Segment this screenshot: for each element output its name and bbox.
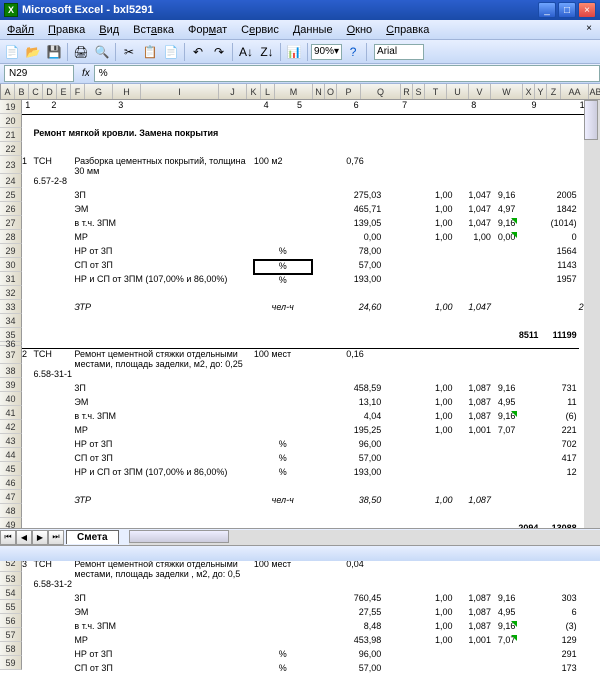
sheet-tab[interactable]: Смета bbox=[66, 530, 119, 544]
vertical-scrollbar[interactable] bbox=[584, 100, 600, 528]
paste-icon[interactable]: 📄 bbox=[161, 42, 181, 62]
menu-insert[interactable]: Вставка bbox=[126, 22, 181, 38]
print-icon[interactable]: 🖨 bbox=[71, 42, 91, 62]
open-icon[interactable]: 📂 bbox=[23, 42, 43, 62]
window-title: Microsoft Excel - bxl5291 bbox=[22, 4, 153, 16]
new-icon[interactable]: 📄 bbox=[2, 42, 22, 62]
tab-nav-prev[interactable]: ◀ bbox=[16, 530, 32, 545]
formula-bar: N29 fx % bbox=[0, 64, 600, 84]
menu-view[interactable]: Вид bbox=[92, 22, 126, 38]
undo-icon[interactable]: ↶ bbox=[188, 42, 208, 62]
close-button[interactable]: × bbox=[578, 2, 596, 18]
spreadsheet-grid[interactable]: ABCDEFGHIJKLMNOPQRSTUVWXYZAAABAC 1920212… bbox=[0, 84, 600, 677]
cells-area[interactable]: 1234567891011Ремонт мягкой кровли. Замен… bbox=[22, 100, 600, 677]
name-box[interactable]: N29 bbox=[4, 65, 74, 82]
column-headers[interactable]: ABCDEFGHIJKLMNOPQRSTUVWXYZAAABAC bbox=[1, 84, 600, 100]
horizontal-scrollbar[interactable] bbox=[129, 530, 600, 545]
sort-asc-icon[interactable]: A↓ bbox=[236, 42, 256, 62]
formula-input[interactable]: % bbox=[94, 65, 600, 82]
cut-icon[interactable]: ✂ bbox=[119, 42, 139, 62]
status-bar bbox=[0, 545, 600, 561]
toolbar: 📄 📂 💾 🖨 🔍 ✂ 📋 📄 ↶ ↷ A↓ Z↓ 📊 90% ▾ ? Aria… bbox=[0, 40, 600, 64]
sheet-tabs-bar: ⏮ ◀ ▶ ⏭ Смета bbox=[0, 528, 600, 545]
redo-icon[interactable]: ↷ bbox=[209, 42, 229, 62]
zoom-box[interactable]: 90% ▾ bbox=[311, 44, 342, 60]
excel-icon: X bbox=[4, 3, 18, 17]
tab-nav-first[interactable]: ⏮ bbox=[0, 530, 16, 545]
maximize-button[interactable]: □ bbox=[558, 2, 576, 18]
doc-close-button[interactable]: × bbox=[582, 23, 596, 37]
preview-icon[interactable]: 🔍 bbox=[92, 42, 112, 62]
menu-data[interactable]: Данные bbox=[286, 22, 340, 38]
menu-window[interactable]: Окно bbox=[340, 22, 380, 38]
tab-nav-next[interactable]: ▶ bbox=[32, 530, 48, 545]
minimize-button[interactable]: _ bbox=[538, 2, 556, 18]
row-headers[interactable]: 1920212223242526272829303132333435363738… bbox=[0, 100, 22, 677]
menu-file[interactable]: Файл bbox=[0, 22, 41, 38]
fx-label[interactable]: fx bbox=[82, 68, 90, 79]
menu-edit[interactable]: Правка bbox=[41, 22, 92, 38]
menu-tools[interactable]: Сервис bbox=[234, 22, 286, 38]
menu-help[interactable]: Справка bbox=[379, 22, 436, 38]
menu-format[interactable]: Формат bbox=[181, 22, 234, 38]
tab-nav-last[interactable]: ⏭ bbox=[48, 530, 64, 545]
save-icon[interactable]: 💾 bbox=[44, 42, 64, 62]
chart-icon[interactable]: 📊 bbox=[284, 42, 304, 62]
title-bar: X Microsoft Excel - bxl5291 _ □ × bbox=[0, 0, 600, 20]
menu-bar: Файл Правка Вид Вставка Формат Сервис Да… bbox=[0, 20, 600, 40]
sort-desc-icon[interactable]: Z↓ bbox=[257, 42, 277, 62]
help-icon[interactable]: ? bbox=[343, 42, 363, 62]
copy-icon[interactable]: 📋 bbox=[140, 42, 160, 62]
font-box[interactable]: Arial bbox=[374, 44, 424, 60]
